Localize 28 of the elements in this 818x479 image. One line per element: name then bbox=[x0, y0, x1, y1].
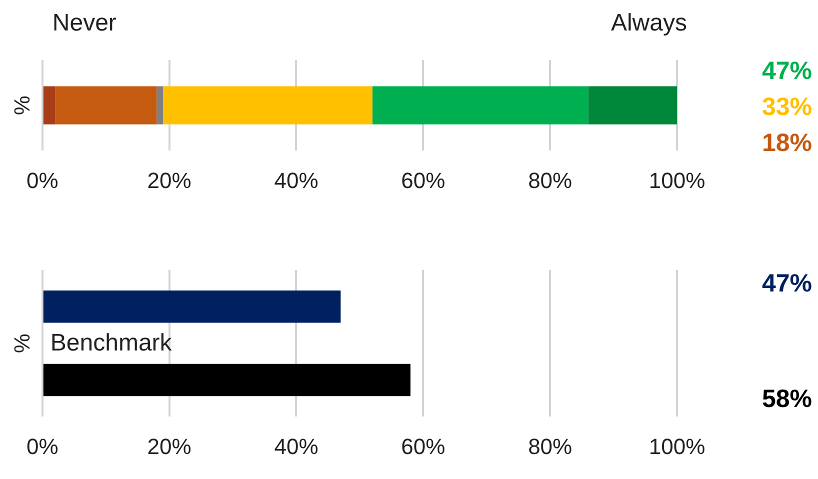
x-tick-label: 0% bbox=[26, 434, 58, 459]
text: Never bbox=[52, 10, 116, 37]
bar bbox=[588, 86, 677, 124]
text: Always bbox=[610, 10, 687, 37]
x-tick-label: 80% bbox=[528, 168, 572, 193]
text: 33% bbox=[762, 92, 812, 121]
bar bbox=[43, 86, 56, 124]
bar bbox=[55, 86, 157, 124]
x-tick-label: 0% bbox=[26, 168, 58, 193]
bar bbox=[372, 86, 588, 124]
x-tick-label: 100% bbox=[648, 434, 706, 459]
x-tick-label: 100% bbox=[648, 168, 706, 193]
x-tick-label: 60% bbox=[401, 434, 446, 459]
annotation: Benchmark bbox=[50, 329, 173, 356]
x-tick-label: 60% bbox=[401, 168, 446, 193]
data-label: 58% bbox=[762, 384, 812, 413]
x-tick-label: 80% bbox=[528, 434, 572, 459]
y-axis-title: % bbox=[9, 96, 34, 116]
x-tick-label: 40% bbox=[274, 434, 318, 459]
data-label: 47% bbox=[762, 269, 812, 298]
text: 47% bbox=[762, 56, 812, 85]
text: 18% bbox=[762, 128, 812, 157]
bar bbox=[156, 86, 163, 124]
x-tick-label: 20% bbox=[147, 434, 192, 459]
x-tick-label: 20% bbox=[147, 168, 192, 193]
x-tick-label: 40% bbox=[274, 168, 318, 193]
bar bbox=[162, 86, 372, 124]
y-axis-title: % bbox=[9, 334, 34, 354]
